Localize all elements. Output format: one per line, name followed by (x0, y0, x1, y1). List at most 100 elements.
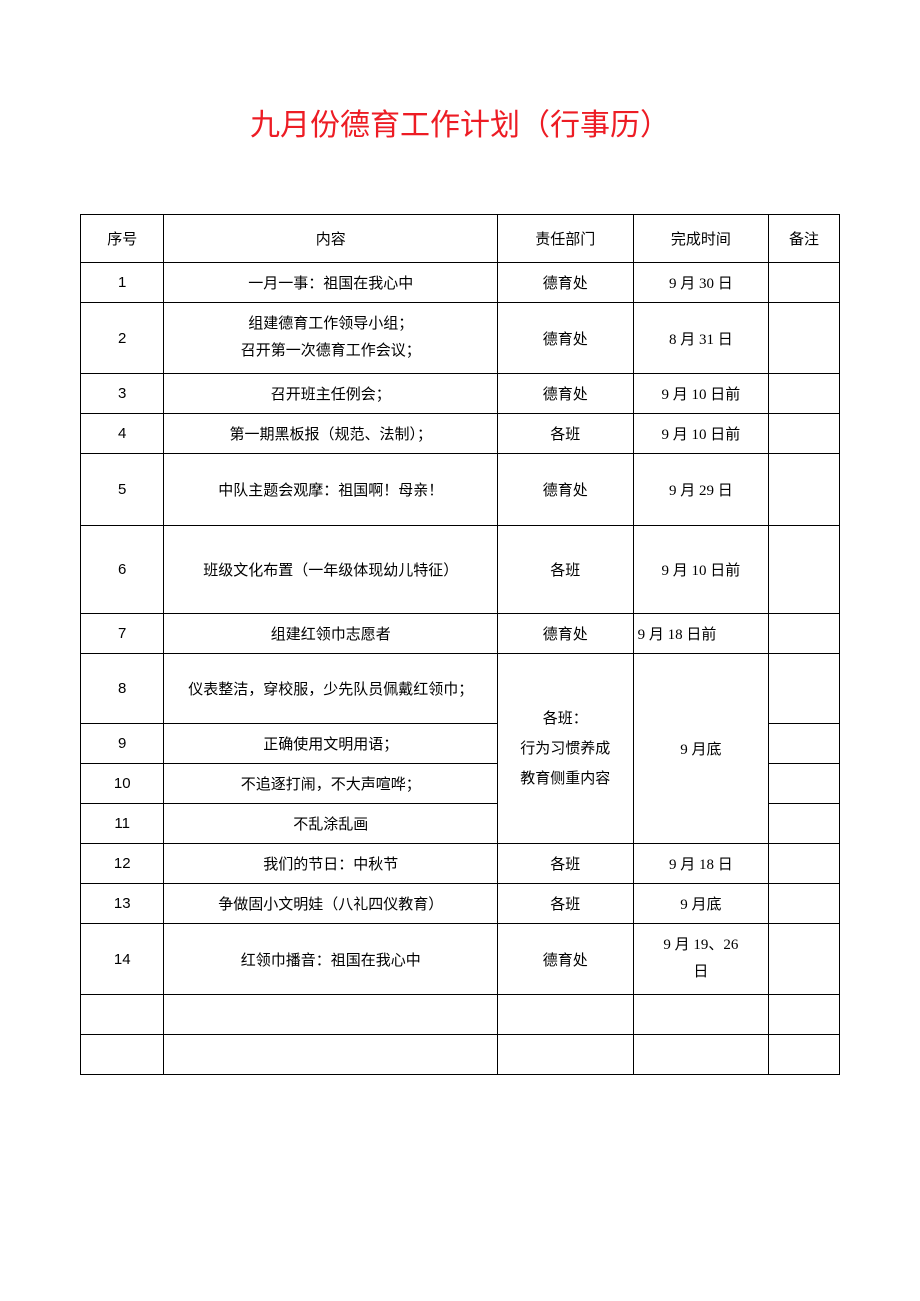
cell-dept-merged: 各班： 行为习惯养成 教育侧重内容 (498, 654, 634, 844)
table-row: 8 仪表整洁，穿校服，少先队员佩戴红领巾； 各班： 行为习惯养成 教育侧重内容 … (81, 654, 840, 724)
cell-content: 不追逐打闹，不大声喧哗； (164, 764, 498, 804)
cell-seq: 6 (81, 526, 164, 614)
cell-content: 第一期黑板报（规范、法制）； (164, 414, 498, 454)
cell-note (769, 526, 840, 614)
cell-note (769, 654, 840, 724)
content-line: 组建德育工作领导小组； (248, 316, 413, 332)
cell-seq: 9 (81, 724, 164, 764)
cell-seq: 4 (81, 414, 164, 454)
table-row-empty (81, 995, 840, 1035)
table-row: 7 组建红领巾志愿者 德育处 9 月 18 日前 (81, 614, 840, 654)
cell-empty (769, 1035, 840, 1075)
table-row: 2 组建德育工作领导小组； 召开第一次德育工作会议； 德育处 8 月 31 日 (81, 303, 840, 374)
cell-note (769, 764, 840, 804)
cell-empty (498, 1035, 634, 1075)
table-row: 1 一月一事：祖国在我心中 德育处 9 月 30 日 (81, 263, 840, 303)
cell-time-merged: 9 月底 (633, 654, 769, 844)
cell-dept: 德育处 (498, 303, 634, 374)
cell-time: 9 月 10 日前 (633, 374, 769, 414)
cell-empty (633, 995, 769, 1035)
cell-note (769, 844, 840, 884)
cell-seq: 2 (81, 303, 164, 374)
cell-content: 正确使用文明用语； (164, 724, 498, 764)
table-row: 3 召开班主任例会； 德育处 9 月 10 日前 (81, 374, 840, 414)
table-row: 6 班级文化布置（一年级体现幼儿特征） 各班 9 月 10 日前 (81, 526, 840, 614)
cell-time: 9 月 19、26 日 (633, 924, 769, 995)
cell-dept: 德育处 (498, 374, 634, 414)
cell-content: 班级文化布置（一年级体现幼儿特征） (164, 526, 498, 614)
header-seq: 序号 (81, 215, 164, 263)
cell-note (769, 614, 840, 654)
cell-note (769, 724, 840, 764)
cell-dept: 各班 (498, 844, 634, 884)
header-dept: 责任部门 (498, 215, 634, 263)
cell-seq: 5 (81, 454, 164, 526)
cell-dept: 德育处 (498, 263, 634, 303)
cell-note (769, 414, 840, 454)
cell-dept: 德育处 (498, 454, 634, 526)
header-time: 完成时间 (633, 215, 769, 263)
table-row: 14 红领巾播音：祖国在我心中 德育处 9 月 19、26 日 (81, 924, 840, 995)
cell-content: 组建红领巾志愿者 (164, 614, 498, 654)
cell-note (769, 263, 840, 303)
table-header-row: 序号 内容 责任部门 完成时间 备注 (81, 215, 840, 263)
cell-note (769, 804, 840, 844)
cell-content: 红领巾播音：祖国在我心中 (164, 924, 498, 995)
table-row: 5 中队主题会观摩：祖国啊！母亲！ 德育处 9 月 29 日 (81, 454, 840, 526)
table-row-empty (81, 1035, 840, 1075)
cell-seq: 10 (81, 764, 164, 804)
cell-time: 9 月 10 日前 (633, 526, 769, 614)
dept-line: 教育侧重内容 (520, 771, 610, 787)
cell-dept: 德育处 (498, 614, 634, 654)
cell-time: 9 月 10 日前 (633, 414, 769, 454)
cell-dept: 各班 (498, 414, 634, 454)
cell-note (769, 884, 840, 924)
cell-empty (769, 995, 840, 1035)
dept-line: 各班： (543, 711, 588, 727)
cell-note (769, 454, 840, 526)
header-note: 备注 (769, 215, 840, 263)
table-row: 4 第一期黑板报（规范、法制）； 各班 9 月 10 日前 (81, 414, 840, 454)
cell-empty (164, 995, 498, 1035)
table-row: 12 我们的节日：中秋节 各班 9 月 18 日 (81, 844, 840, 884)
cell-seq: 7 (81, 614, 164, 654)
cell-time: 9 月 18 日 (633, 844, 769, 884)
time-line: 日 (693, 964, 708, 980)
cell-seq: 11 (81, 804, 164, 844)
cell-time: 9 月 30 日 (633, 263, 769, 303)
table-row: 13 争做固小文明娃（八礼四仪教育） 各班 9 月底 (81, 884, 840, 924)
cell-content: 一月一事：祖国在我心中 (164, 263, 498, 303)
cell-seq: 1 (81, 263, 164, 303)
cell-content: 不乱涂乱画 (164, 804, 498, 844)
cell-content: 召开班主任例会； (164, 374, 498, 414)
cell-content: 组建德育工作领导小组； 召开第一次德育工作会议； (164, 303, 498, 374)
cell-time: 9 月 18 日前 (633, 614, 769, 654)
cell-seq: 8 (81, 654, 164, 724)
cell-empty (164, 1035, 498, 1075)
cell-content: 中队主题会观摩：祖国啊！母亲！ (164, 454, 498, 526)
cell-seq: 3 (81, 374, 164, 414)
cell-time: 8 月 31 日 (633, 303, 769, 374)
cell-time: 9 月 29 日 (633, 454, 769, 526)
cell-content: 仪表整洁，穿校服，少先队员佩戴红领巾； (164, 654, 498, 724)
cell-empty (81, 995, 164, 1035)
cell-dept: 德育处 (498, 924, 634, 995)
cell-dept: 各班 (498, 526, 634, 614)
time-line: 9 月 19、26 (663, 937, 738, 953)
cell-empty (81, 1035, 164, 1075)
content-line: 召开第一次德育工作会议； (241, 343, 421, 359)
cell-note (769, 303, 840, 374)
cell-time: 9 月底 (633, 884, 769, 924)
header-content: 内容 (164, 215, 498, 263)
cell-seq: 14 (81, 924, 164, 995)
cell-empty (633, 1035, 769, 1075)
cell-dept: 各班 (498, 884, 634, 924)
dept-line: 行为习惯养成 (520, 741, 610, 757)
cell-note (769, 374, 840, 414)
cell-content: 我们的节日：中秋节 (164, 844, 498, 884)
cell-note (769, 924, 840, 995)
document-title: 九月份德育工作计划（行事历） (80, 100, 840, 144)
work-plan-table: 序号 内容 责任部门 完成时间 备注 1 一月一事：祖国在我心中 德育处 9 月… (80, 214, 840, 1075)
cell-content: 争做固小文明娃（八礼四仪教育） (164, 884, 498, 924)
cell-seq: 13 (81, 884, 164, 924)
